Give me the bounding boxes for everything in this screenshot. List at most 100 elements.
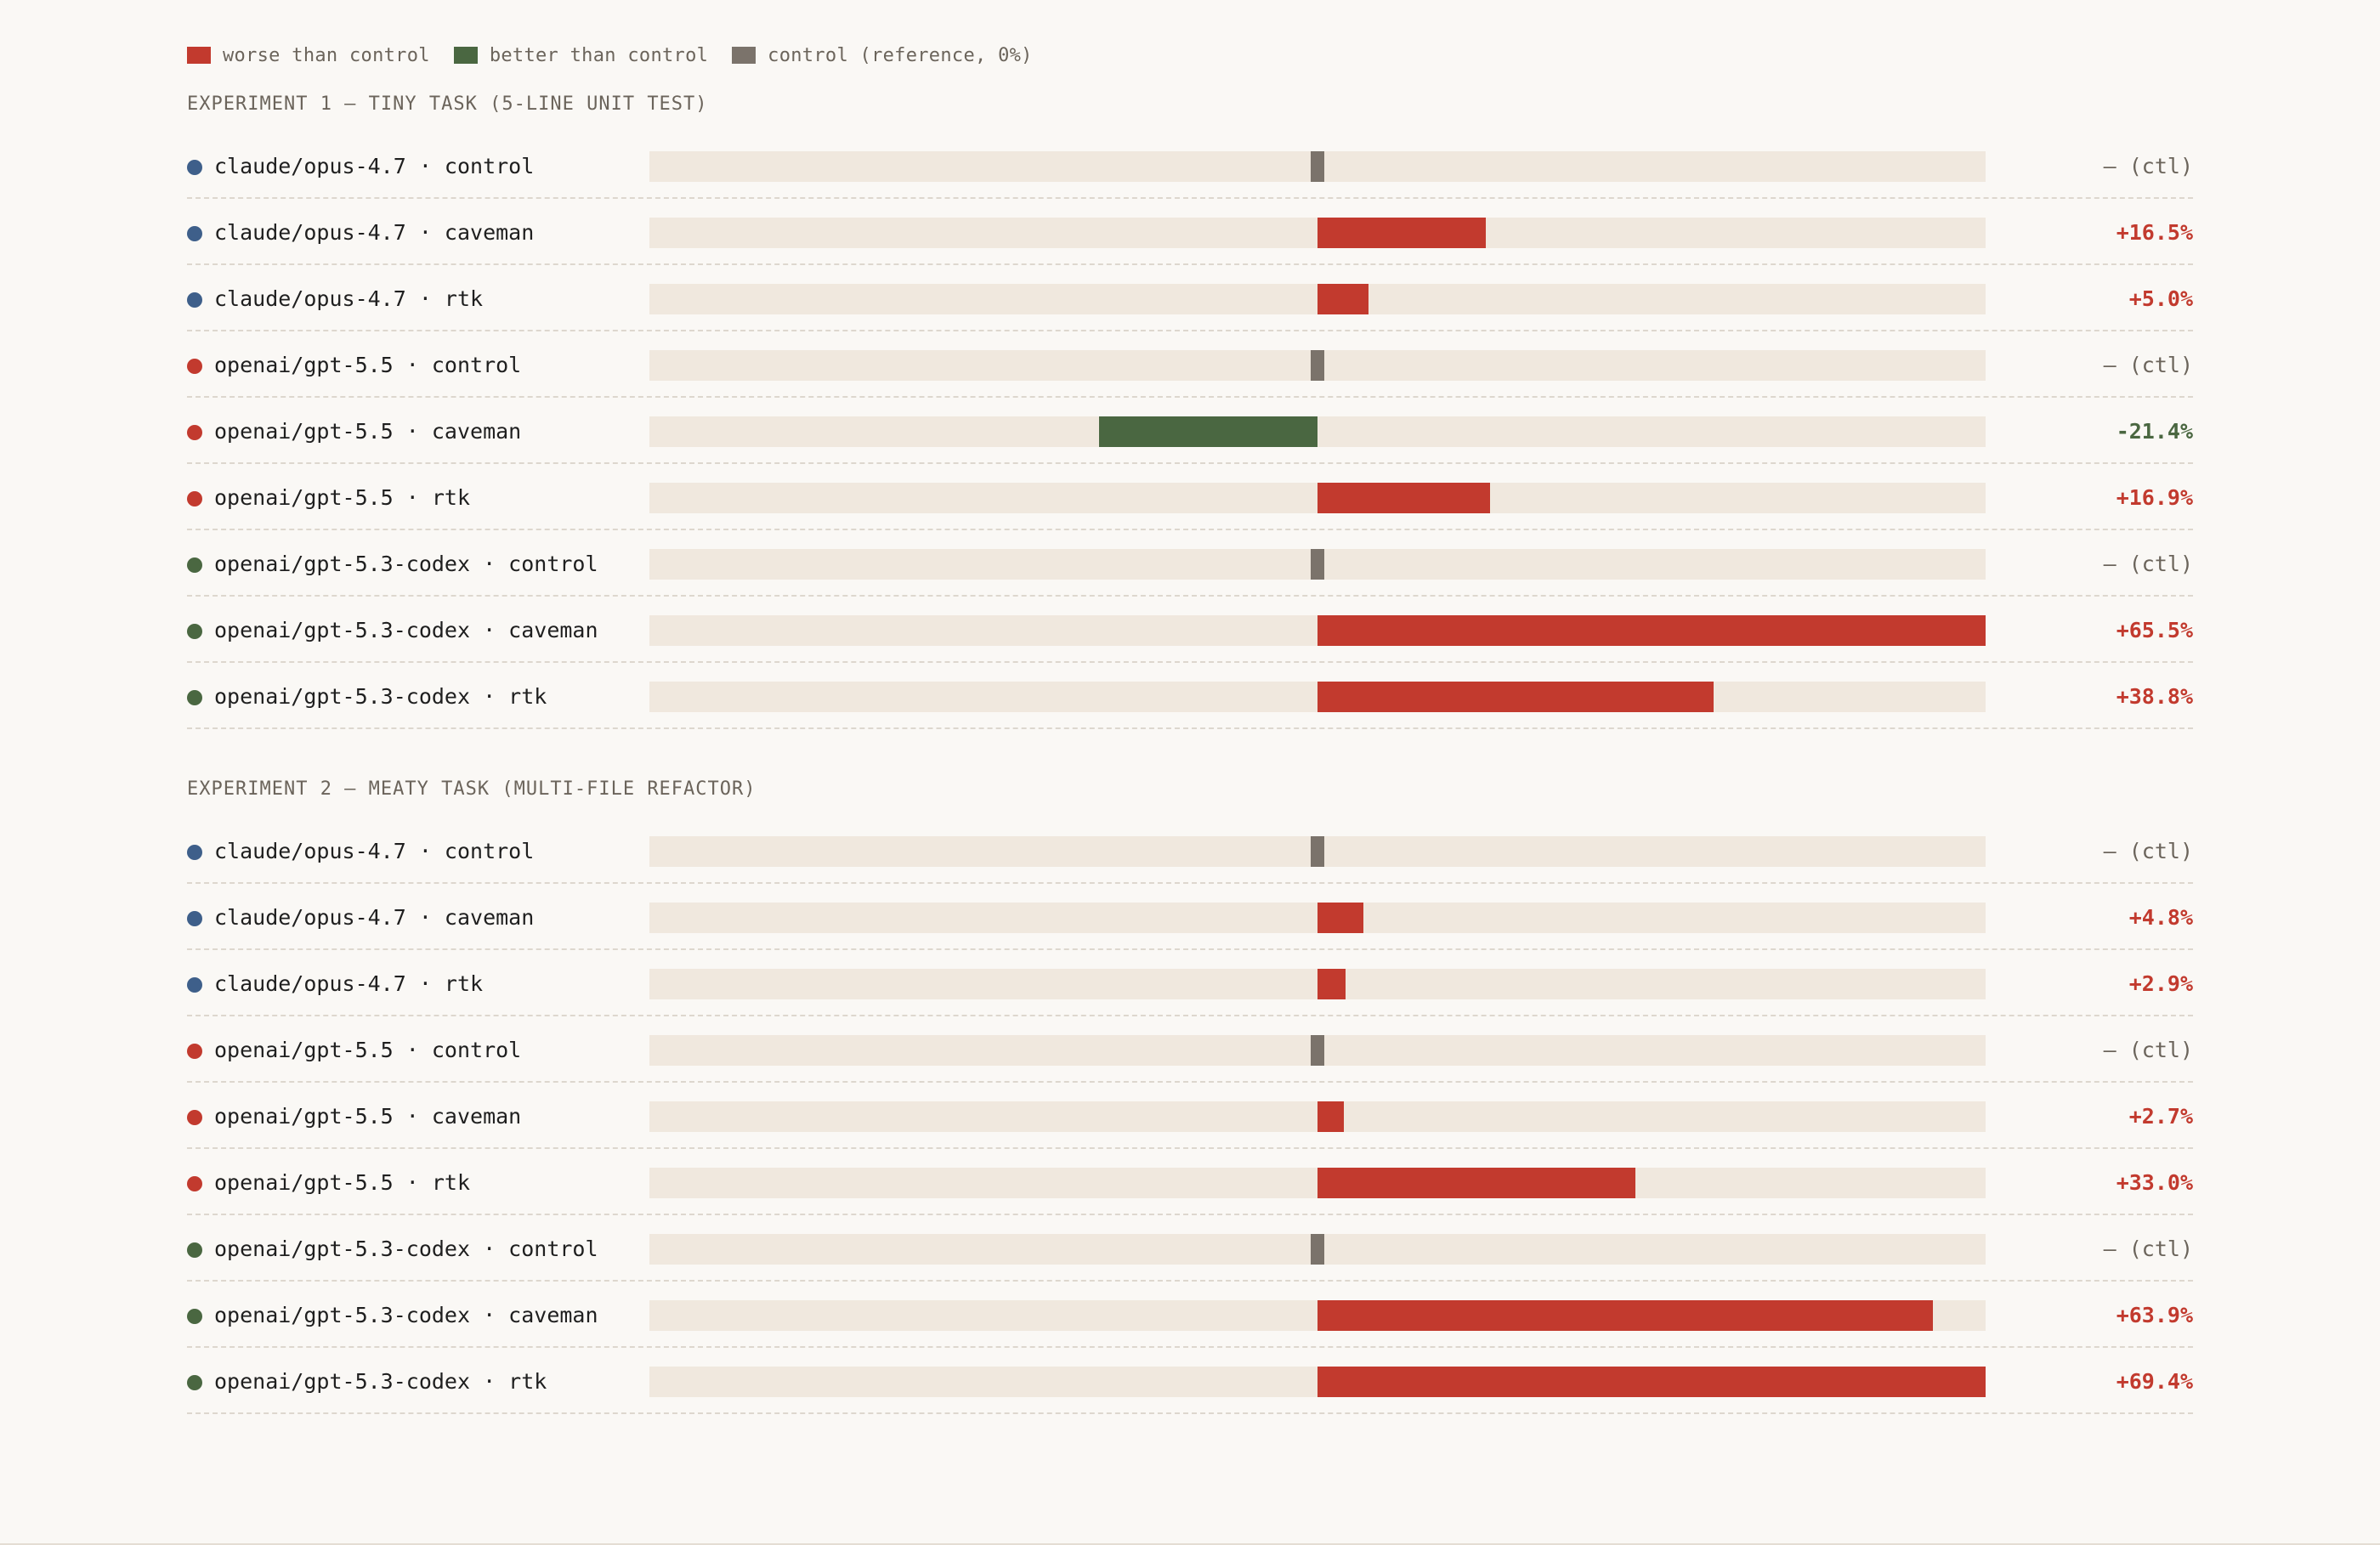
bar-track	[649, 1101, 1986, 1132]
value-label: — (ctl)	[2103, 552, 2193, 576]
value-label: +16.5%	[2116, 220, 2193, 245]
chart-row: openai/gpt-5.3-codex · caveman +65.5%	[187, 597, 2193, 663]
model-dot	[187, 624, 202, 639]
panel-rows: claude/opus-4.7 · control — (ctl) claude/o…	[187, 133, 2193, 729]
value-label: +63.9%	[2116, 1303, 2193, 1327]
data-bar	[1318, 1168, 1635, 1198]
row-label: openai/gpt-5.3-codex · control	[214, 552, 598, 576]
chart-page: worse than control better than control con…	[187, 42, 2193, 1414]
value-label: +69.4%	[2116, 1369, 2193, 1394]
section-gap	[187, 729, 2193, 777]
chart-row: claude/opus-4.7 · rtk +5.0%	[187, 265, 2193, 331]
chart-row: claude/opus-4.7 · control — (ctl)	[187, 133, 2193, 199]
bar-track	[649, 1168, 1986, 1198]
panel-rows: claude/opus-4.7 · control — (ctl) claude/o…	[187, 818, 2193, 1414]
data-bar	[1318, 218, 1486, 248]
row-label: openai/gpt-5.5 · control	[214, 353, 522, 377]
model-dot	[187, 425, 202, 440]
control-marker	[1311, 836, 1324, 867]
data-bar	[1099, 416, 1318, 447]
bar-track	[649, 1035, 1986, 1066]
model-dot	[187, 160, 202, 175]
bar-track	[649, 1367, 1986, 1397]
model-dot	[187, 292, 202, 308]
chart-row: claude/opus-4.7 · caveman +4.8%	[187, 884, 2193, 950]
control-marker	[1311, 1234, 1324, 1265]
model-dot	[187, 1375, 202, 1390]
bar-track	[649, 1234, 1986, 1265]
row-label: claude/opus-4.7 · rtk	[214, 286, 484, 311]
section-title: EXPERIMENT 1 — TINY TASK (5-LINE UNIT TE…	[187, 93, 708, 115]
chart-row: openai/gpt-5.3-codex · control — (ctl)	[187, 1215, 2193, 1282]
model-dot	[187, 359, 202, 374]
bar-track	[649, 682, 1986, 712]
model-dot	[187, 1110, 202, 1125]
value-label: — (ctl)	[2103, 353, 2193, 377]
chart-row: openai/gpt-5.3-codex · caveman +63.9%	[187, 1282, 2193, 1348]
legend-swatch-control	[732, 47, 756, 64]
data-bar	[1318, 615, 1986, 646]
chart-row: openai/gpt-5.5 · caveman +2.7%	[187, 1083, 2193, 1149]
bar-track	[649, 151, 1986, 182]
legend-item-control: control (reference, 0%)	[732, 45, 1033, 66]
bar-track	[649, 284, 1986, 314]
legend-swatch-worse	[187, 47, 211, 64]
legend-item-better: better than control	[453, 44, 709, 66]
chart-row: claude/opus-4.7 · caveman +16.5%	[187, 199, 2193, 265]
model-dot	[187, 977, 202, 993]
legend-label: worse than control	[223, 44, 430, 66]
value-label: — (ctl)	[2103, 154, 2193, 178]
row-label: openai/gpt-5.5 · caveman	[214, 419, 522, 444]
legend-swatch-better	[453, 47, 478, 64]
row-label: claude/opus-4.7 · caveman	[214, 220, 535, 245]
model-dot	[187, 557, 202, 573]
model-dot	[187, 1309, 202, 1324]
legend-item-worse: worse than control	[187, 45, 430, 66]
control-marker	[1311, 549, 1324, 580]
value-label: +5.0%	[2128, 286, 2193, 311]
chart-row: openai/gpt-5.5 · control — (ctl)	[187, 331, 2193, 398]
value-label: -21.4%	[2116, 419, 2193, 444]
data-bar	[1318, 903, 1364, 933]
row-label: claude/opus-4.7 · control	[214, 839, 535, 863]
bar-track	[649, 1300, 1986, 1331]
bottom-divider	[0, 1543, 2380, 1545]
data-bar	[1318, 969, 1346, 999]
control-marker	[1311, 350, 1324, 381]
chart-row: openai/gpt-5.5 · rtk +33.0%	[187, 1149, 2193, 1215]
data-bar	[1318, 1300, 1933, 1331]
row-label: openai/gpt-5.5 · rtk	[214, 485, 471, 510]
bar-track	[649, 483, 1986, 513]
row-label: openai/gpt-5.5 · control	[214, 1038, 522, 1062]
legend: worse than control better than control con…	[187, 42, 2193, 68]
model-dot	[187, 1044, 202, 1059]
chart-row: openai/gpt-5.3-codex · rtk +38.8%	[187, 663, 2193, 729]
control-marker	[1311, 151, 1324, 182]
value-label: +16.9%	[2116, 485, 2193, 510]
data-bar	[1318, 1101, 1344, 1132]
bar-track	[649, 836, 1986, 867]
bar-track	[649, 350, 1986, 381]
value-label: — (ctl)	[2103, 839, 2193, 863]
legend-label: control (reference, 0%)	[768, 44, 1033, 66]
row-label: openai/gpt-5.3-codex · control	[214, 1237, 598, 1261]
value-label: +38.8%	[2116, 684, 2193, 709]
value-label: +2.7%	[2128, 1104, 2193, 1129]
row-label: openai/gpt-5.5 · caveman	[214, 1104, 522, 1129]
model-dot	[187, 226, 202, 241]
row-label: openai/gpt-5.3-codex · rtk	[214, 1369, 547, 1394]
legend-label: better than control	[489, 44, 709, 66]
chart-row: claude/opus-4.7 · rtk +2.9%	[187, 950, 2193, 1016]
value-label: — (ctl)	[2103, 1237, 2193, 1261]
value-label: +2.9%	[2128, 971, 2193, 996]
row-label: openai/gpt-5.3-codex · rtk	[214, 684, 547, 709]
value-label: +65.5%	[2116, 618, 2193, 642]
chart-row: openai/gpt-5.3-codex · control — (ctl)	[187, 530, 2193, 597]
model-dot	[187, 1176, 202, 1191]
bar-track	[649, 549, 1986, 580]
control-marker	[1311, 1035, 1324, 1066]
row-label: openai/gpt-5.5 · rtk	[214, 1170, 471, 1195]
data-bar	[1318, 682, 1714, 712]
row-label: claude/opus-4.7 · caveman	[214, 905, 535, 930]
row-label: openai/gpt-5.3-codex · caveman	[214, 618, 598, 642]
